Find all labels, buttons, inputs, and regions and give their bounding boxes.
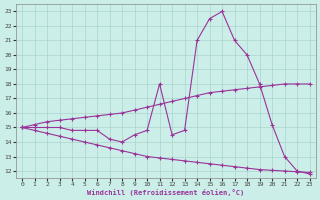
- X-axis label: Windchill (Refroidissement éolien,°C): Windchill (Refroidissement éolien,°C): [87, 189, 244, 196]
